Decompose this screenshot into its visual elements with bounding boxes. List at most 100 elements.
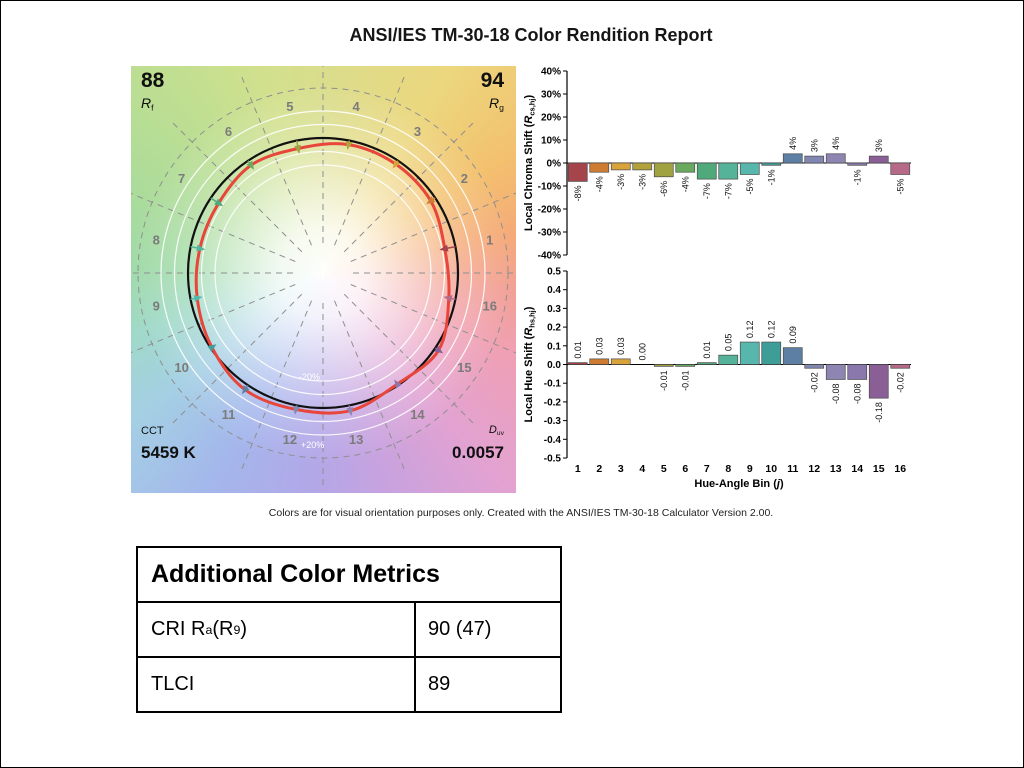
y-tick-label: -0.5 <box>544 454 562 465</box>
bar-bin-12 <box>804 364 825 369</box>
bar-bin-1 <box>567 362 588 365</box>
hue-bin-arrow <box>293 405 300 415</box>
bar-bin-16 <box>890 364 911 369</box>
rf-value: 88 <box>141 69 165 92</box>
cri-value: 90 (47) <box>428 618 492 640</box>
hue-bin-number: 15 <box>457 360 471 375</box>
hue-bin-arrow <box>345 140 353 150</box>
hue-bin-number: 8 <box>153 232 160 247</box>
x-tick-label: 2 <box>596 463 602 475</box>
bar-bin-8 <box>718 162 739 180</box>
bar-value-label: 0.03 <box>594 337 604 355</box>
x-tick-label: 12 <box>808 463 820 475</box>
x-tick-label: 8 <box>725 463 731 475</box>
bar-value-label: -3% <box>616 174 626 190</box>
cri-label-sub-9: 9 <box>233 622 241 637</box>
rf-symbol: Rf <box>141 95 154 113</box>
bar-value-label: 0.05 <box>723 334 733 352</box>
bar-bin-14 <box>847 162 868 166</box>
bar-bin-13 <box>825 364 846 380</box>
bar-value-label: 0.12 <box>745 321 755 339</box>
bar-bin-13 <box>825 153 846 164</box>
bar-value-label: -0.08 <box>852 383 862 404</box>
bar-value-label: 3% <box>809 139 819 152</box>
hue-bin-arrow <box>214 198 224 207</box>
bar-value-label: -0.02 <box>809 372 819 393</box>
y-tick-label: 30% <box>541 90 561 101</box>
x-tick-label: 7 <box>704 463 710 475</box>
pct-ring <box>200 150 446 396</box>
bar-bin-6 <box>675 364 696 367</box>
hue-bin-arrow <box>394 379 402 389</box>
bar-bin-10 <box>761 162 782 166</box>
x-tick-label: 9 <box>747 463 753 475</box>
hue-bin-arrow <box>346 407 354 417</box>
hue-bin-arrow <box>193 295 203 303</box>
bar-value-label: -5% <box>745 179 755 195</box>
color-vector-graphic: 1 2 3 4 5 6 7 8 9 10 11 12 13 14 15 16 88 Rf 94 Rg CCT … <box>131 66 516 493</box>
hue-bin-arrow <box>439 244 449 252</box>
bar-bin-16 <box>890 162 911 175</box>
rg-value: 94 <box>480 69 504 92</box>
local-chroma-shift-chart: 40% 30% 20% 10% 0% -10% -20% -30% -40% -8% -4% -3% -… <box>523 67 911 262</box>
y-tick-label: 0.1 <box>547 341 561 352</box>
bin-boundary-line <box>350 284 516 354</box>
cri-label-post: ) <box>240 618 248 640</box>
bar-bin-2 <box>589 162 610 173</box>
hue-bin-number: 5 <box>286 99 293 114</box>
x-tick-label: 1 <box>575 463 581 475</box>
bar-bin-6 <box>675 162 696 173</box>
cri-label-sub-a: a <box>205 622 213 637</box>
rg-symbol: Rg <box>489 95 504 113</box>
hue-bin-number: 4 <box>353 99 361 114</box>
bar-value-label: 0.00 <box>637 343 647 361</box>
bar-bin-4 <box>632 162 653 171</box>
bar-bin-14 <box>847 364 868 380</box>
rg-symbol-sub: g <box>499 102 504 113</box>
hue-bin-number: 2 <box>461 171 468 186</box>
hue-bin-number: 3 <box>414 124 421 139</box>
y-tick-label: -0.1 <box>544 379 562 390</box>
report-title: ANSI/IES TM-30-18 Color Rendition Report <box>349 25 713 45</box>
local-hue-shift-chart: 0.5 0.4 0.3 0.2 0.1 0.0 -0.1 -0.2 -0.3 -0.4 -0.5 0.… <box>523 267 911 490</box>
x-tick-label: 11 <box>787 463 798 475</box>
pct-ring <box>160 110 486 436</box>
hue-bin-arrow <box>241 385 250 395</box>
bar-bin-9 <box>739 162 760 175</box>
bar-value-label: 0.09 <box>788 326 798 344</box>
x-tick-label: 4 <box>639 463 645 475</box>
hue-bin-number: 1 <box>486 232 493 247</box>
x-tick-label: 6 <box>682 463 688 475</box>
y-tick-label: 0.3 <box>547 304 561 315</box>
hue-bin-number: 10 <box>174 360 188 375</box>
outer-dashed-circle <box>137 87 509 459</box>
bar-value-label: -5% <box>895 179 905 195</box>
bar-value-label: -0.08 <box>831 383 841 404</box>
hue-bin-number: 13 <box>349 432 363 447</box>
bar-value-label: 4% <box>831 137 841 150</box>
bar-bin-5 <box>653 162 674 178</box>
bar-value-label: 4% <box>788 137 798 150</box>
bar-bin-15 <box>868 364 889 399</box>
tlci-value: 89 <box>428 673 451 695</box>
x-axis-title: Hue-Angle Bin (j) <box>694 478 784 490</box>
metrics-row-tlci: TLCI 89 <box>138 656 560 711</box>
hue-bin-number: 9 <box>153 299 160 314</box>
x-tick-label: 15 <box>873 463 885 475</box>
bar-bin-11 <box>782 347 803 365</box>
duv-symbol: Duv <box>489 424 504 437</box>
bar-value-label: -0.18 <box>874 402 884 423</box>
bar-value-label: -0.02 <box>895 372 905 393</box>
y-tick-label: 0.5 <box>547 267 561 278</box>
plus20-ring-label: +20% <box>301 440 325 450</box>
hue-bin-arrow <box>443 295 453 303</box>
y-tick-label: -20% <box>538 205 561 216</box>
bar-bin-5 <box>653 364 674 367</box>
bar-value-label: 0.01 <box>573 341 583 359</box>
y-tick-label: 40% <box>541 67 561 78</box>
rf-symbol-sub: f <box>151 102 154 113</box>
